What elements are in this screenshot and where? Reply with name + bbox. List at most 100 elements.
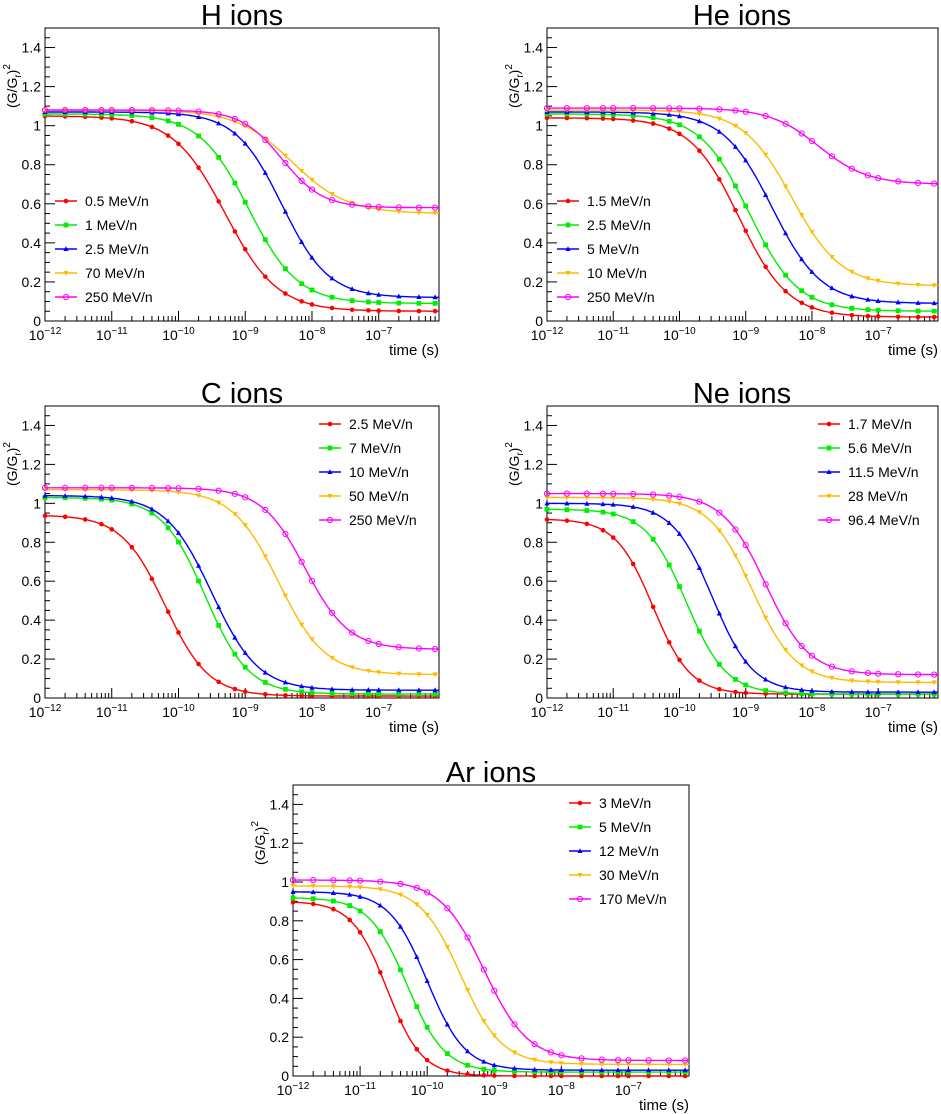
data-point	[610, 511, 616, 517]
data-point	[432, 294, 438, 300]
data-point	[782, 184, 789, 190]
data-point	[696, 510, 703, 515]
data-point	[915, 308, 921, 314]
data-point	[610, 495, 616, 501]
data-point	[262, 237, 268, 243]
data-point	[558, 1069, 564, 1075]
chart-title: Ar ions	[446, 757, 536, 789]
data-point	[763, 264, 768, 270]
data-point	[176, 121, 181, 127]
legend-marker	[826, 421, 832, 427]
data-point	[330, 890, 336, 895]
legend-marker	[577, 873, 583, 878]
series-line-0	[45, 115, 439, 312]
data-point	[666, 111, 672, 117]
data-point	[109, 497, 115, 503]
data-point	[176, 630, 181, 635]
data-point	[583, 490, 590, 497]
data-point	[716, 156, 722, 162]
y-tick-label: 0.8	[22, 534, 42, 550]
panel-1: He ions 0 0.2 0.4 0.6 0.8 1 1.2 1.4 10−12 10−11 10−…	[504, 0, 939, 359]
data-point	[584, 115, 590, 121]
data-point	[232, 686, 238, 692]
data-point	[282, 208, 289, 214]
series-markers-4	[289, 876, 689, 1064]
data-point	[531, 1041, 538, 1048]
legend-marker	[327, 445, 333, 451]
data-point	[262, 554, 268, 560]
legend-marker	[326, 516, 334, 524]
data-point	[564, 518, 570, 523]
data-point	[396, 300, 402, 306]
data-point	[347, 917, 352, 923]
data-point	[548, 1073, 554, 1079]
y-tick-label: 0.2	[524, 274, 544, 290]
data-point	[865, 296, 871, 302]
data-point	[544, 506, 550, 512]
data-point	[829, 285, 835, 291]
y-tick-label: 0.8	[270, 913, 290, 929]
data-point	[242, 199, 248, 205]
data-point	[242, 650, 248, 655]
data-point	[41, 484, 49, 491]
data-point	[282, 159, 289, 167]
data-point	[415, 204, 423, 211]
data-point	[829, 254, 835, 260]
x-tick-label: 10−8	[548, 1081, 575, 1098]
data-point	[242, 689, 248, 694]
data-point	[309, 684, 315, 690]
legend: 3 MeV/n 5 MeV/n 12 MeV/n 30 MeV/n 170 MeV/n	[569, 795, 667, 907]
x-tick-label: 10−9	[481, 1081, 508, 1098]
y-tick-label: 0.4	[22, 235, 42, 251]
data-point	[432, 300, 438, 306]
data-point	[216, 604, 222, 610]
x-tick-label: 10−9	[232, 326, 259, 343]
data-point	[782, 230, 789, 236]
y-axis-label: (G/Gr)2	[2, 64, 24, 108]
data-point	[564, 115, 570, 121]
data-point	[682, 1067, 688, 1073]
x-tick-label: 10−7	[865, 703, 892, 720]
data-point	[330, 877, 337, 884]
data-point	[298, 177, 305, 184]
x-tick-label: 10−7	[365, 703, 392, 720]
y-tick-label: 1.4	[22, 417, 42, 433]
data-point	[849, 689, 855, 694]
data-point	[809, 269, 815, 274]
data-point	[743, 690, 749, 696]
data-point	[98, 494, 105, 500]
series-line-3	[293, 885, 689, 1066]
data-point	[432, 210, 438, 216]
legend: 0.5 MeV/n 1 MeV/n 2.5 MeV/n 70 MeV/n 250 MeV…	[55, 193, 153, 305]
data-point	[262, 680, 268, 685]
data-point	[743, 658, 749, 664]
data-point	[584, 111, 590, 117]
data-point	[396, 308, 402, 314]
data-point	[743, 130, 749, 136]
data-point	[610, 112, 616, 118]
data-point	[696, 111, 703, 117]
data-point	[99, 521, 104, 527]
data-point	[310, 901, 316, 907]
data-point	[165, 484, 172, 492]
y-tick-label: 1.2	[524, 79, 544, 95]
data-point	[614, 1056, 622, 1064]
y-tick-label: 0.6	[22, 573, 42, 589]
data-point	[931, 308, 937, 314]
data-point	[196, 661, 201, 667]
legend-label: 70 MeV/n	[85, 265, 145, 281]
data-point	[98, 484, 105, 491]
data-point	[650, 604, 656, 610]
data-point	[465, 1071, 470, 1077]
data-point	[376, 670, 382, 676]
data-point	[696, 498, 703, 505]
data-point	[298, 558, 305, 565]
data-point	[98, 106, 105, 114]
data-point	[262, 170, 268, 175]
data-point	[149, 576, 155, 582]
data-point	[895, 689, 901, 695]
data-point	[782, 120, 789, 127]
data-point	[564, 495, 570, 501]
data-point	[299, 693, 304, 699]
data-point	[865, 276, 871, 282]
